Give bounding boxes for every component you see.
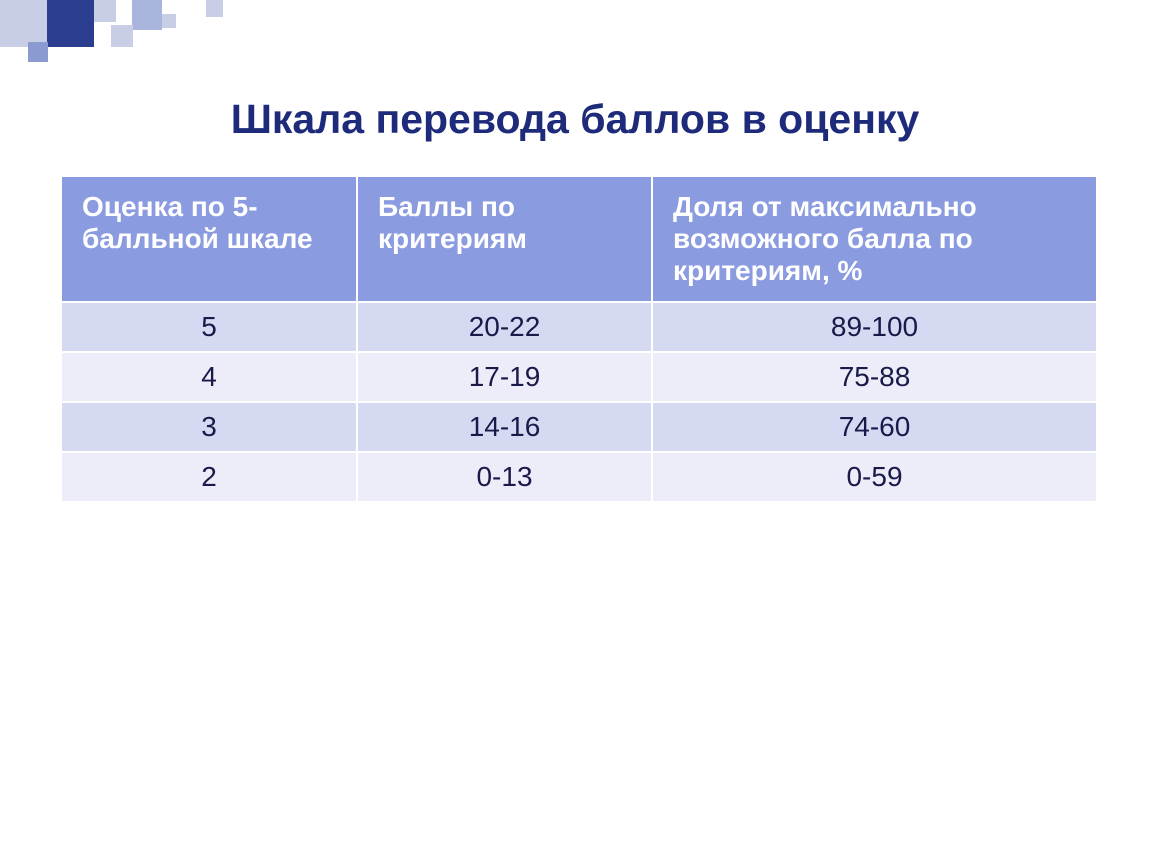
page-title: Шкала перевода баллов в оценку (0, 96, 1150, 143)
deco-square (0, 0, 47, 47)
table-cell: 17-19 (357, 352, 652, 402)
col-header-points: Баллы по критериям (357, 177, 652, 302)
table-cell: 2 (62, 452, 357, 502)
table-header-row: Оценка по 5-балльной шкале Баллы по крит… (62, 177, 1097, 302)
deco-square (94, 0, 116, 22)
table-cell: 74-60 (652, 402, 1097, 452)
col-header-percent: Доля от максимально возможного балла по … (652, 177, 1097, 302)
deco-square (206, 0, 223, 17)
col-header-grade: Оценка по 5-балльной шкале (62, 177, 357, 302)
table-cell: 0-13 (357, 452, 652, 502)
table-cell: 20-22 (357, 302, 652, 352)
deco-square (47, 0, 94, 47)
deco-square (132, 0, 162, 30)
table-cell: 75-88 (652, 352, 1097, 402)
corner-decoration (0, 0, 280, 80)
table-cell: 14-16 (357, 402, 652, 452)
table-row: 314-1674-60 (62, 402, 1097, 452)
deco-square (111, 25, 133, 47)
deco-square (162, 14, 176, 28)
deco-square (28, 42, 48, 62)
table-cell: 89-100 (652, 302, 1097, 352)
table-row: 20-130-59 (62, 452, 1097, 502)
table-cell: 4 (62, 352, 357, 402)
grade-table-wrap: Оценка по 5-балльной шкале Баллы по крит… (60, 175, 1095, 503)
table-cell: 5 (62, 302, 357, 352)
table-row: 520-2289-100 (62, 302, 1097, 352)
table-body: 520-2289-100417-1975-88314-1674-6020-130… (62, 302, 1097, 502)
table-cell: 0-59 (652, 452, 1097, 502)
table-row: 417-1975-88 (62, 352, 1097, 402)
grade-table: Оценка по 5-балльной шкале Баллы по крит… (62, 177, 1098, 503)
table-cell: 3 (62, 402, 357, 452)
